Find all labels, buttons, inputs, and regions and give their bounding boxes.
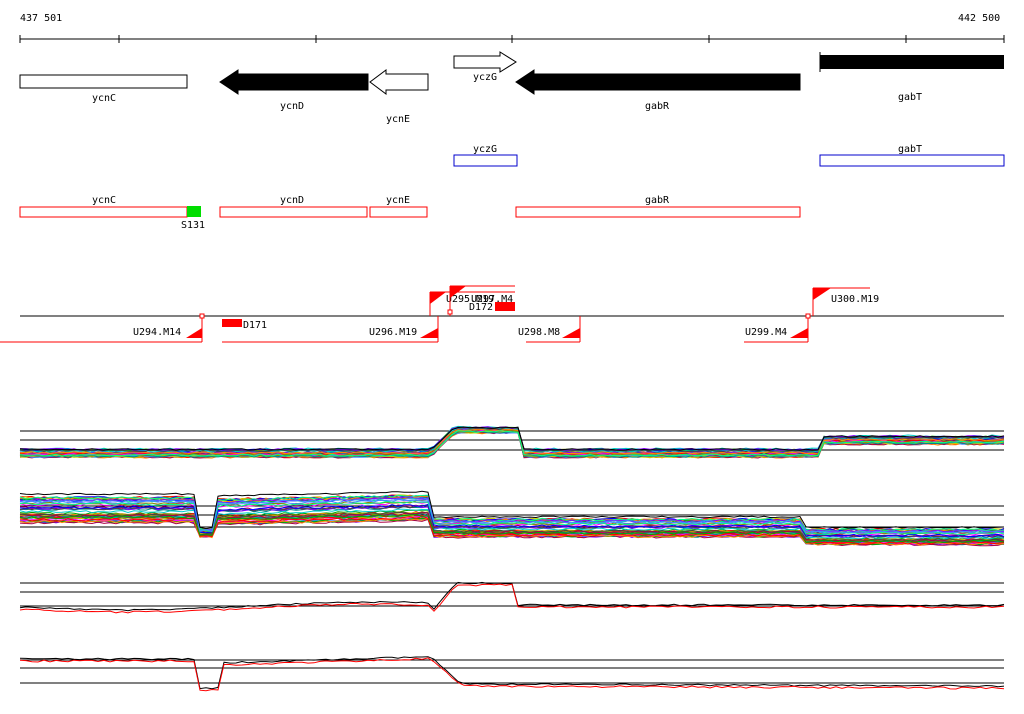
segment-flag-U296[interactable] — [420, 328, 438, 338]
expression-profiles — [19, 425, 1005, 692]
segment-label-U295.M19: U295.M19 — [446, 294, 494, 305]
marker-S131[interactable] — [187, 206, 201, 217]
panel2-trace — [19, 494, 1005, 532]
gene-label-ycnE: ycnE — [386, 114, 410, 125]
red-label-ycnD: ycnD — [280, 195, 304, 206]
panel2-trace — [19, 511, 1005, 542]
panel3-trace — [19, 581, 1005, 612]
coord-start: 437 501 — [20, 13, 63, 24]
segment-label-U299.M4: U299.M4 — [745, 327, 787, 338]
segment-flag-U297[interactable] — [450, 286, 466, 298]
gene-yczG[interactable] — [453, 51, 517, 73]
segment-flag-U294[interactable] — [186, 328, 202, 338]
gene-track-blue: yczG gabT — [453, 144, 1005, 167]
gene-ycnE[interactable] — [369, 69, 429, 95]
gene-ycnD[interactable] — [219, 69, 369, 95]
panel2-trace — [19, 490, 1005, 530]
segment-D172[interactable] — [495, 302, 515, 311]
blue-gene-yczG[interactable] — [453, 154, 518, 167]
gene-track-strand: ycnC ycnD ycnE yczG gabR gabT — [19, 51, 1004, 125]
panel2-trace — [19, 500, 1005, 536]
gene-label-yczG: yczG — [473, 72, 497, 83]
gene-gabR[interactable] — [515, 69, 801, 95]
blue-gene-gabT[interactable] — [819, 154, 1005, 167]
segment-label-U296.M19: U296.M19 — [369, 327, 417, 338]
marker-label-S131: S131 — [181, 220, 205, 231]
segment-label-D172: D172 — [469, 302, 493, 313]
gene-label-ycnD: ycnD — [280, 101, 304, 112]
panel3-trace — [19, 583, 1005, 614]
segment-D171[interactable] — [222, 319, 242, 327]
panel4-trace — [19, 656, 1005, 690]
panel4-trace — [19, 657, 1005, 692]
red-label-ycnE: ycnE — [386, 195, 410, 206]
panel2-trace — [19, 508, 1005, 540]
panel2-trace — [19, 499, 1005, 535]
gene-gabT[interactable] — [820, 55, 1004, 69]
red-gene-ycnD[interactable] — [219, 206, 368, 218]
red-gene-ycnC[interactable] — [19, 206, 188, 218]
panel2-trace — [19, 513, 1005, 544]
segment-flag-U300[interactable] — [813, 288, 831, 300]
segment-label-U294.M14: U294.M14 — [133, 327, 181, 338]
panel1-trace — [19, 430, 1005, 457]
gene-ycnC[interactable] — [19, 74, 188, 89]
red-gene-gabR[interactable] — [515, 206, 801, 218]
panel1-trace — [19, 429, 1005, 457]
gene-label-ycnC: ycnC — [92, 93, 116, 104]
segment-track: U294.M14 D171 U296.M19 U295.M19 U297.M4 … — [0, 285, 1004, 343]
segment-label-U297.M4: U297.M4 — [471, 294, 513, 305]
gene-label-gabT: gabT — [898, 92, 922, 103]
gene-track-red: ycnC ycnD ycnE gabR S131 — [19, 195, 801, 231]
red-label-gabR: gabR — [645, 195, 670, 206]
segment-flag-U298[interactable] — [562, 328, 580, 338]
panel2-trace — [19, 497, 1005, 534]
blue-label-yczG: yczG — [473, 144, 497, 155]
red-label-ycnC: ycnC — [92, 195, 116, 206]
coord-end: 442 500 — [958, 13, 1001, 24]
panel2-trace — [19, 516, 1005, 545]
segment-label-U298.M8: U298.M8 — [518, 327, 560, 338]
panel1-trace — [19, 426, 1005, 451]
segment-label-U300.M19: U300.M19 — [831, 294, 879, 305]
segment-label-D171: D171 — [243, 320, 267, 331]
blue-label-gabT: gabT — [898, 144, 922, 155]
gene-label-gabR: gabR — [645, 101, 670, 112]
red-gene-ycnE[interactable] — [369, 206, 428, 218]
ruler — [19, 35, 1005, 43]
segment-flag-U295[interactable] — [430, 292, 446, 304]
panel2-trace — [19, 503, 1005, 538]
segment-flag-U299[interactable] — [790, 328, 808, 338]
